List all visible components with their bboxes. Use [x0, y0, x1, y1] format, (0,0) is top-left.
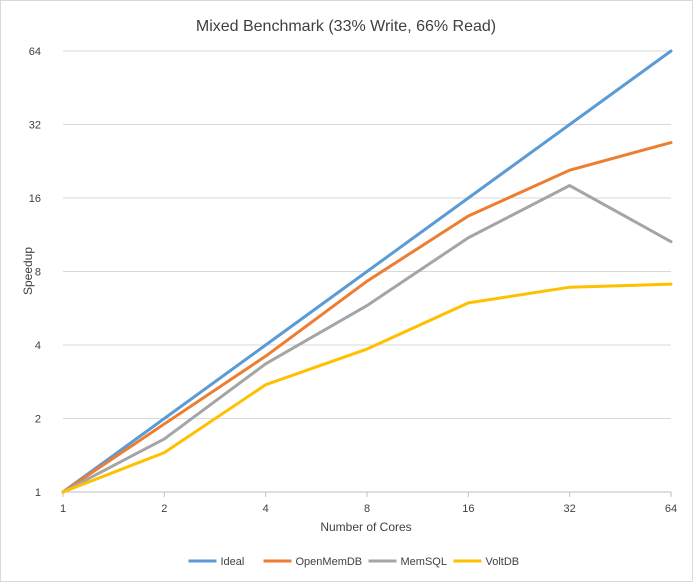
series-lines — [61, 49, 673, 494]
series-line-voltdb — [61, 282, 673, 494]
y-tick-label-32: 32 — [29, 120, 41, 132]
x-tick-label-32: 32 — [564, 503, 576, 515]
y-tick-label-8: 8 — [35, 267, 41, 279]
y-axis-label: Speedup — [21, 247, 35, 295]
axes: 1 2 4 8 16 32 64 1 2 4 8 16 32 64 — [29, 46, 677, 515]
legend-item-ideal: Ideal — [188, 556, 245, 568]
legend-item-openmemdb: OpenMemDB — [263, 556, 363, 568]
y-tick-label-64: 64 — [29, 46, 41, 58]
y-tick-label-4: 4 — [35, 340, 41, 352]
y-tick-label-2: 2 — [35, 414, 41, 426]
y-tick-label-16: 16 — [29, 193, 41, 205]
legend-label-ideal: Ideal — [221, 556, 245, 568]
legend-item-voltdb: VoltDB — [453, 556, 520, 568]
x-tick-label-4: 4 — [263, 503, 269, 515]
x-tick-label-2: 2 — [161, 503, 167, 515]
legend-label-memsql: MemSQL — [401, 556, 447, 568]
series-line-memsql — [61, 184, 673, 494]
legend: Ideal OpenMemDB MemSQL VoltDB — [188, 556, 520, 568]
series-line-ideal — [61, 49, 673, 494]
legend-label-openmemdb: OpenMemDB — [296, 556, 363, 568]
x-tick-label-1: 1 — [60, 503, 66, 515]
x-tick-label-64: 64 — [665, 503, 677, 515]
x-axis-label: Number of Cores — [320, 520, 411, 534]
chart-title: Mixed Benchmark (33% Write, 66% Read) — [196, 18, 496, 35]
x-tick-label-16: 16 — [462, 503, 474, 515]
series-line-openmemdb — [61, 141, 673, 494]
y-tick-label-1: 1 — [35, 487, 41, 499]
x-tick-label-8: 8 — [364, 503, 370, 515]
legend-label-voltdb: VoltDB — [486, 556, 520, 568]
legend-item-memsql: MemSQL — [368, 556, 447, 568]
